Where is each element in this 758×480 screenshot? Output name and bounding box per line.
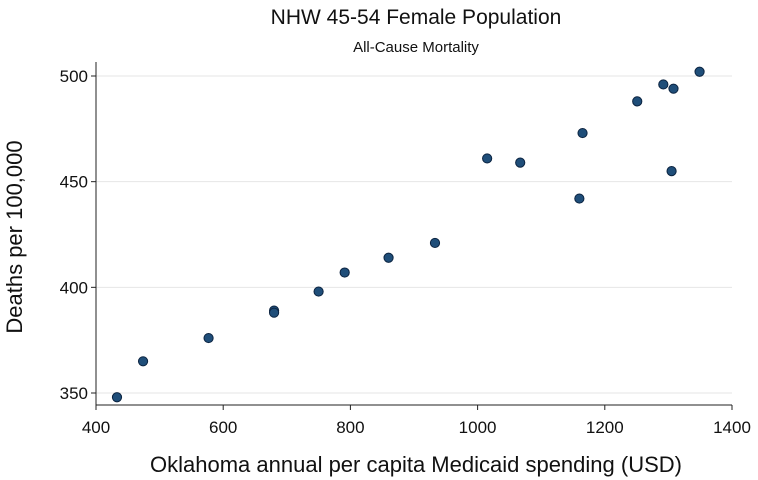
data-point — [515, 157, 526, 168]
y-axis-title: Deaths per 100,000 — [2, 140, 27, 333]
x-tick-label: 800 — [336, 418, 364, 437]
data-point — [268, 307, 280, 318]
data-point — [666, 166, 677, 177]
data-point — [574, 193, 585, 204]
x-tick-label: 1200 — [586, 418, 624, 437]
x-axis-title: Oklahoma annual per capita Medicaid spen… — [150, 452, 682, 477]
chart-title: NHW 45-54 Female Population — [271, 6, 562, 29]
data-point — [694, 66, 705, 77]
x-tick-label: 1400 — [713, 418, 751, 437]
ticks: 350 400 450 500 400 600 800 1000 1200 1400 — [60, 67, 751, 437]
data-point — [111, 392, 123, 403]
data-point — [577, 127, 588, 139]
chart-subtitle: All-Cause Mortality — [353, 39, 479, 56]
data-point — [429, 237, 441, 249]
y-tick-label: 350 — [60, 384, 88, 403]
gridlines — [96, 75, 732, 394]
data-point — [482, 153, 493, 164]
data-point — [658, 79, 669, 90]
y-tick-label: 450 — [60, 173, 88, 192]
data-point — [313, 286, 324, 297]
axes — [95, 62, 732, 406]
data-point — [137, 356, 149, 367]
y-tick-label: 500 — [60, 67, 88, 86]
data-point — [632, 96, 643, 107]
data-point — [383, 252, 394, 263]
x-tick-label: 600 — [209, 418, 237, 437]
y-tick-label: 400 — [60, 278, 88, 297]
x-tick-label: 400 — [82, 418, 110, 437]
data-point — [203, 332, 214, 344]
data-point — [668, 83, 679, 94]
data-point — [339, 267, 350, 278]
x-tick-label: 1000 — [459, 418, 497, 437]
data-points — [111, 66, 705, 403]
